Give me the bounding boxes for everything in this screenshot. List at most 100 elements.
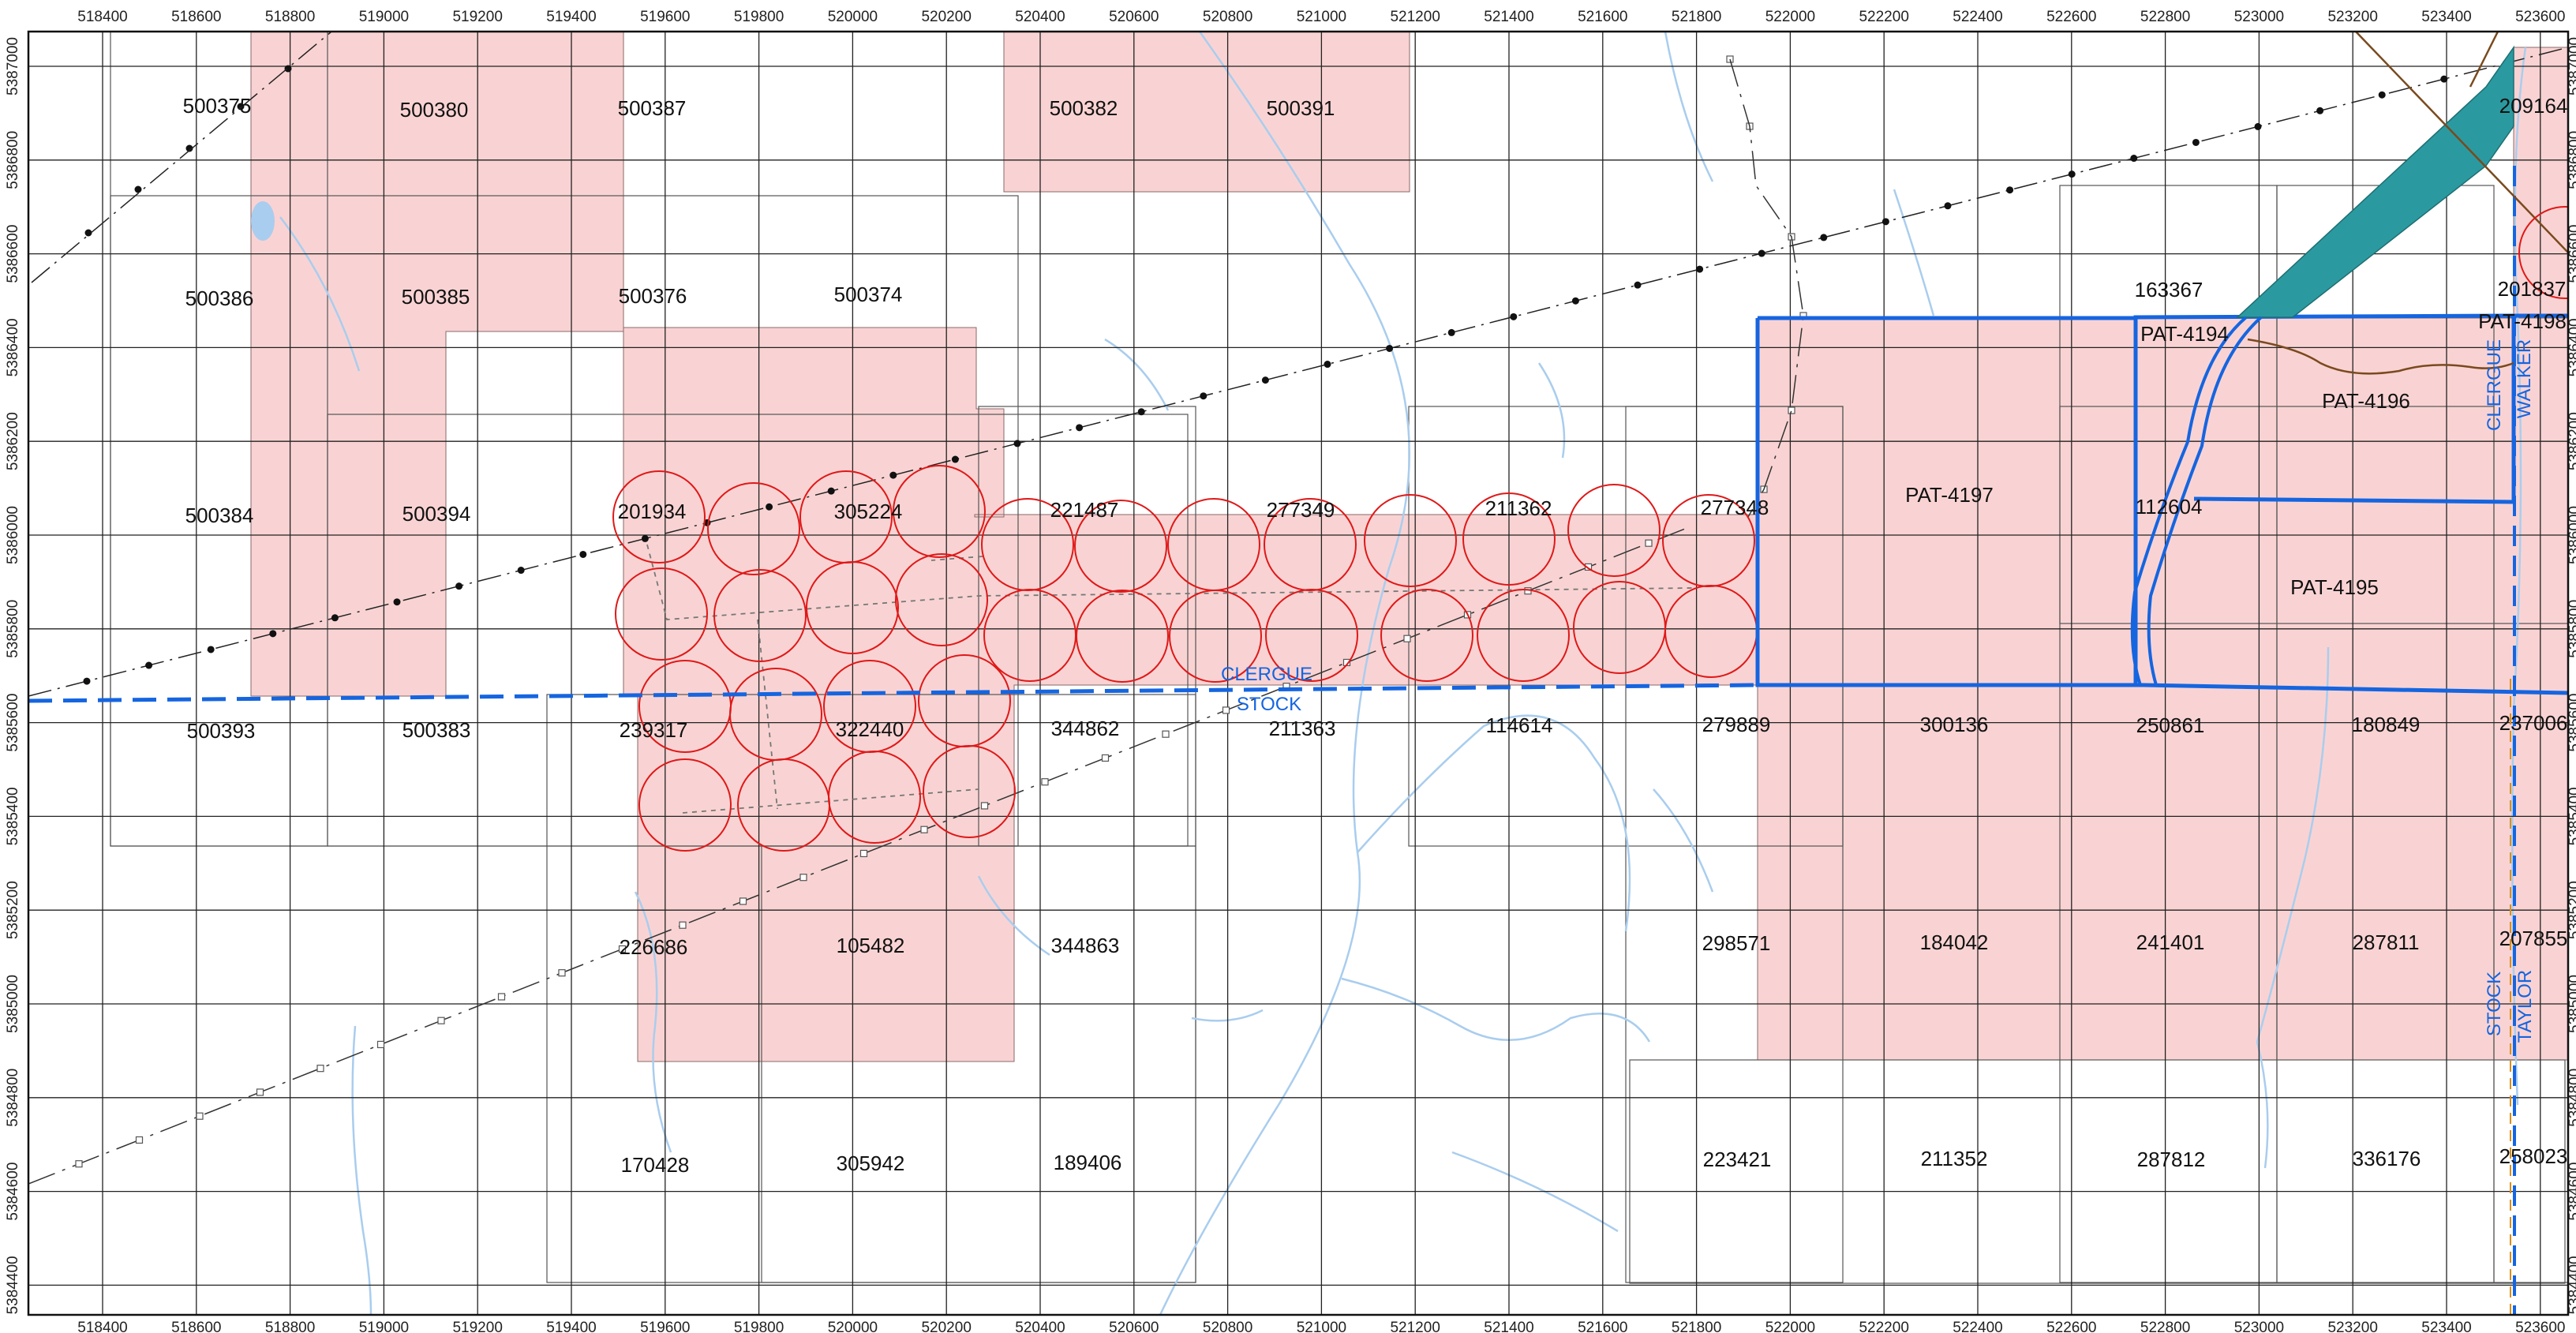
claim-label-201934: 201934 [618,500,687,523]
power-pole-dot [1013,440,1021,447]
x-tick-bottom-520600: 520600 [1109,1320,1159,1333]
x-tick-bottom-522400: 522400 [1953,1320,2002,1333]
power-pole-dot [1881,218,1889,226]
y-tick-left-5386800: 5386800 [5,131,21,189]
y-tick-left-5384400: 5384400 [5,1256,21,1314]
claim-label-500386: 500386 [185,286,254,310]
x-tick-top-520400: 520400 [1015,9,1065,25]
power-pole-dot [579,550,587,558]
power-pole-dot [1634,281,1642,289]
drill-circle-layer [612,465,1758,852]
claim-label-211363: 211363 [1269,717,1336,740]
rail-marker [196,1112,204,1120]
drill-circle [1477,589,1570,682]
x-tick-top-521400: 521400 [1484,9,1533,25]
y-tick-right-5385600: 5385600 [2567,694,2576,752]
y-tick-right-5386600: 5386600 [2567,225,2576,283]
claim-label-114614: 114614 [1486,713,1553,737]
grid-horizontal-lines [28,66,2568,1286]
x-tick-bottom-523000: 523000 [2234,1320,2284,1333]
x-tick-top-519200: 519200 [452,9,502,25]
drill-circle [1076,590,1169,683]
claim-label-201837: 201837 [2498,277,2567,301]
drill-circle [1265,589,1358,682]
power-pole-dot [1200,392,1208,400]
trail-layer [646,544,1694,814]
rail-marker [558,969,566,977]
claim-label-pat-4198: PAT-4198 [2478,309,2567,333]
x-tick-top-523200: 523200 [2327,9,2377,25]
drill-circle [1567,484,1661,577]
power-pole-dot [951,455,959,463]
claim-label-223421: 223421 [1703,1148,1772,1171]
y-tick-right-5386800: 5386800 [2567,131,2576,189]
claim-label-500384: 500384 [185,504,254,527]
rail-marker [1524,587,1532,595]
rail-marker [618,945,627,953]
claim-label-336176: 336176 [2353,1147,2421,1170]
y-tick-left-5386400: 5386400 [5,318,21,376]
x-tick-labels-bottom: 518400 518600 518800 519000 519200 519400 5196… [77,1320,2565,1333]
grid-vertical-lines [102,32,2541,1315]
y-tick-left-5385800: 5385800 [5,600,21,658]
rail-marker [1584,563,1593,571]
x-tick-top-521000: 521000 [1297,9,1346,25]
x-tick-top-519000: 519000 [359,9,409,25]
rail-marker [920,826,928,833]
drill-circle [713,569,807,662]
y-tick-left-5384600: 5384600 [5,1163,21,1221]
drill-circle [893,465,986,558]
claim-label-180849: 180849 [2352,713,2421,736]
label-stock-south: STOCK [1237,694,1301,715]
power-pole-dot [1261,376,1269,384]
y-tick-right-5384600: 5384600 [2567,1163,2576,1221]
claim-label-500393: 500393 [187,719,256,743]
x-tick-bottom-522000: 522000 [1765,1320,1815,1333]
x-tick-top-520800: 520800 [1203,9,1252,25]
power-pole-dot [517,567,525,575]
x-tick-bottom-521400: 521400 [1484,1320,1533,1333]
x-tick-top-520600: 520600 [1109,9,1159,25]
y-tick-right-5386200: 5386200 [2567,412,2576,470]
x-tick-top-521800: 521800 [1672,9,1721,25]
claim-label-500391: 500391 [1267,96,1335,120]
x-tick-top-521600: 521600 [1578,9,1627,25]
x-tick-top-522400: 522400 [1953,9,2002,25]
power-pole-dot [2316,107,2324,114]
claim-label-163367: 163367 [2135,278,2203,301]
power-pole-dot [2254,122,2262,130]
x-tick-top-523600: 523600 [2515,9,2565,25]
power-pole-dot [1137,408,1145,416]
power-pole-dot [2068,170,2076,178]
x-tick-bottom-521200: 521200 [1390,1320,1440,1333]
x-tick-bottom-518800: 518800 [265,1320,315,1333]
road-layer [2247,32,2568,375]
x-tick-bottom-523600: 523600 [2515,1320,2565,1333]
claim-label-500394: 500394 [402,502,471,526]
y-tick-right-5384400: 5384400 [2567,1256,2576,1314]
y-tick-right-5385800: 5385800 [2567,600,2576,658]
claim-area-north-center [1003,32,1410,193]
x-tick-bottom-520400: 520400 [1015,1320,1065,1333]
rail-marker [1788,406,1795,414]
power-pole-dot [83,677,91,685]
x-tick-bottom-522200: 522200 [1859,1320,1908,1333]
power-pole-dot [1386,344,1394,352]
power-pole-dot [455,582,463,590]
power-pole-dot [1076,424,1084,432]
claim-label-pat-4196: PAT-4196 [2322,389,2410,413]
drill-circle [1364,494,1457,587]
claim-label-500382: 500382 [1050,96,1118,120]
rail-marker [437,1017,445,1024]
teal-corridor [2236,45,2514,318]
claim-label-184042: 184042 [1920,930,1989,954]
drill-circle [828,751,921,844]
x-tick-top-523400: 523400 [2421,9,2471,25]
claim-label-279889: 279889 [1702,713,1771,736]
claim-label-250861: 250861 [2136,713,2205,737]
pat-4196-divider [2193,316,2516,504]
claim-label-344862: 344862 [1051,717,1120,740]
drill-circle [638,758,732,852]
x-tick-bottom-521000: 521000 [1297,1320,1346,1333]
